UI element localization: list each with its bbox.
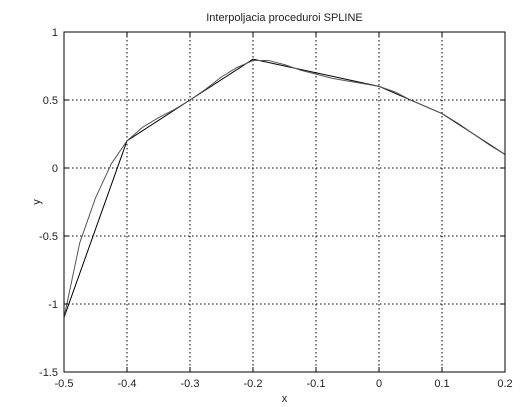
series-line-2 [63, 60, 506, 318]
y-tick-label: -0.5 [39, 231, 58, 243]
grid [64, 32, 505, 372]
x-tick-label: -0.4 [118, 378, 137, 390]
y-tick-label: 0 [52, 163, 58, 175]
x-axis-label: x [282, 393, 288, 405]
ticks: -0.5 -0.4 -0.3 -0.2 -0.1 0 0.1 0.2 -1.5 -1 -0.5 0 0.… [39, 27, 513, 390]
y-tick-label: 1 [52, 27, 58, 39]
plot-frame [63, 31, 506, 373]
series-line-1 [63, 58, 506, 318]
y-tick-label: -1.5 [39, 367, 58, 379]
y-tick-label: -1 [48, 299, 58, 311]
x-tick-label: -0.3 [181, 378, 200, 390]
y-tick-label: 0.5 [43, 95, 58, 107]
x-tick-label: -0.1 [307, 378, 326, 390]
y-axis-label: y [31, 199, 43, 205]
series-layer [63, 58, 506, 318]
x-tick-label: 0.1 [434, 378, 449, 390]
x-tick-label: -0.5 [55, 378, 74, 390]
x-tick-label: -0.2 [244, 378, 263, 390]
x-tick-label: 0.2 [497, 378, 512, 390]
chart-title: Interpoljacia proceduroi SPLINE [206, 12, 363, 24]
x-tick-label: 0 [376, 378, 382, 390]
